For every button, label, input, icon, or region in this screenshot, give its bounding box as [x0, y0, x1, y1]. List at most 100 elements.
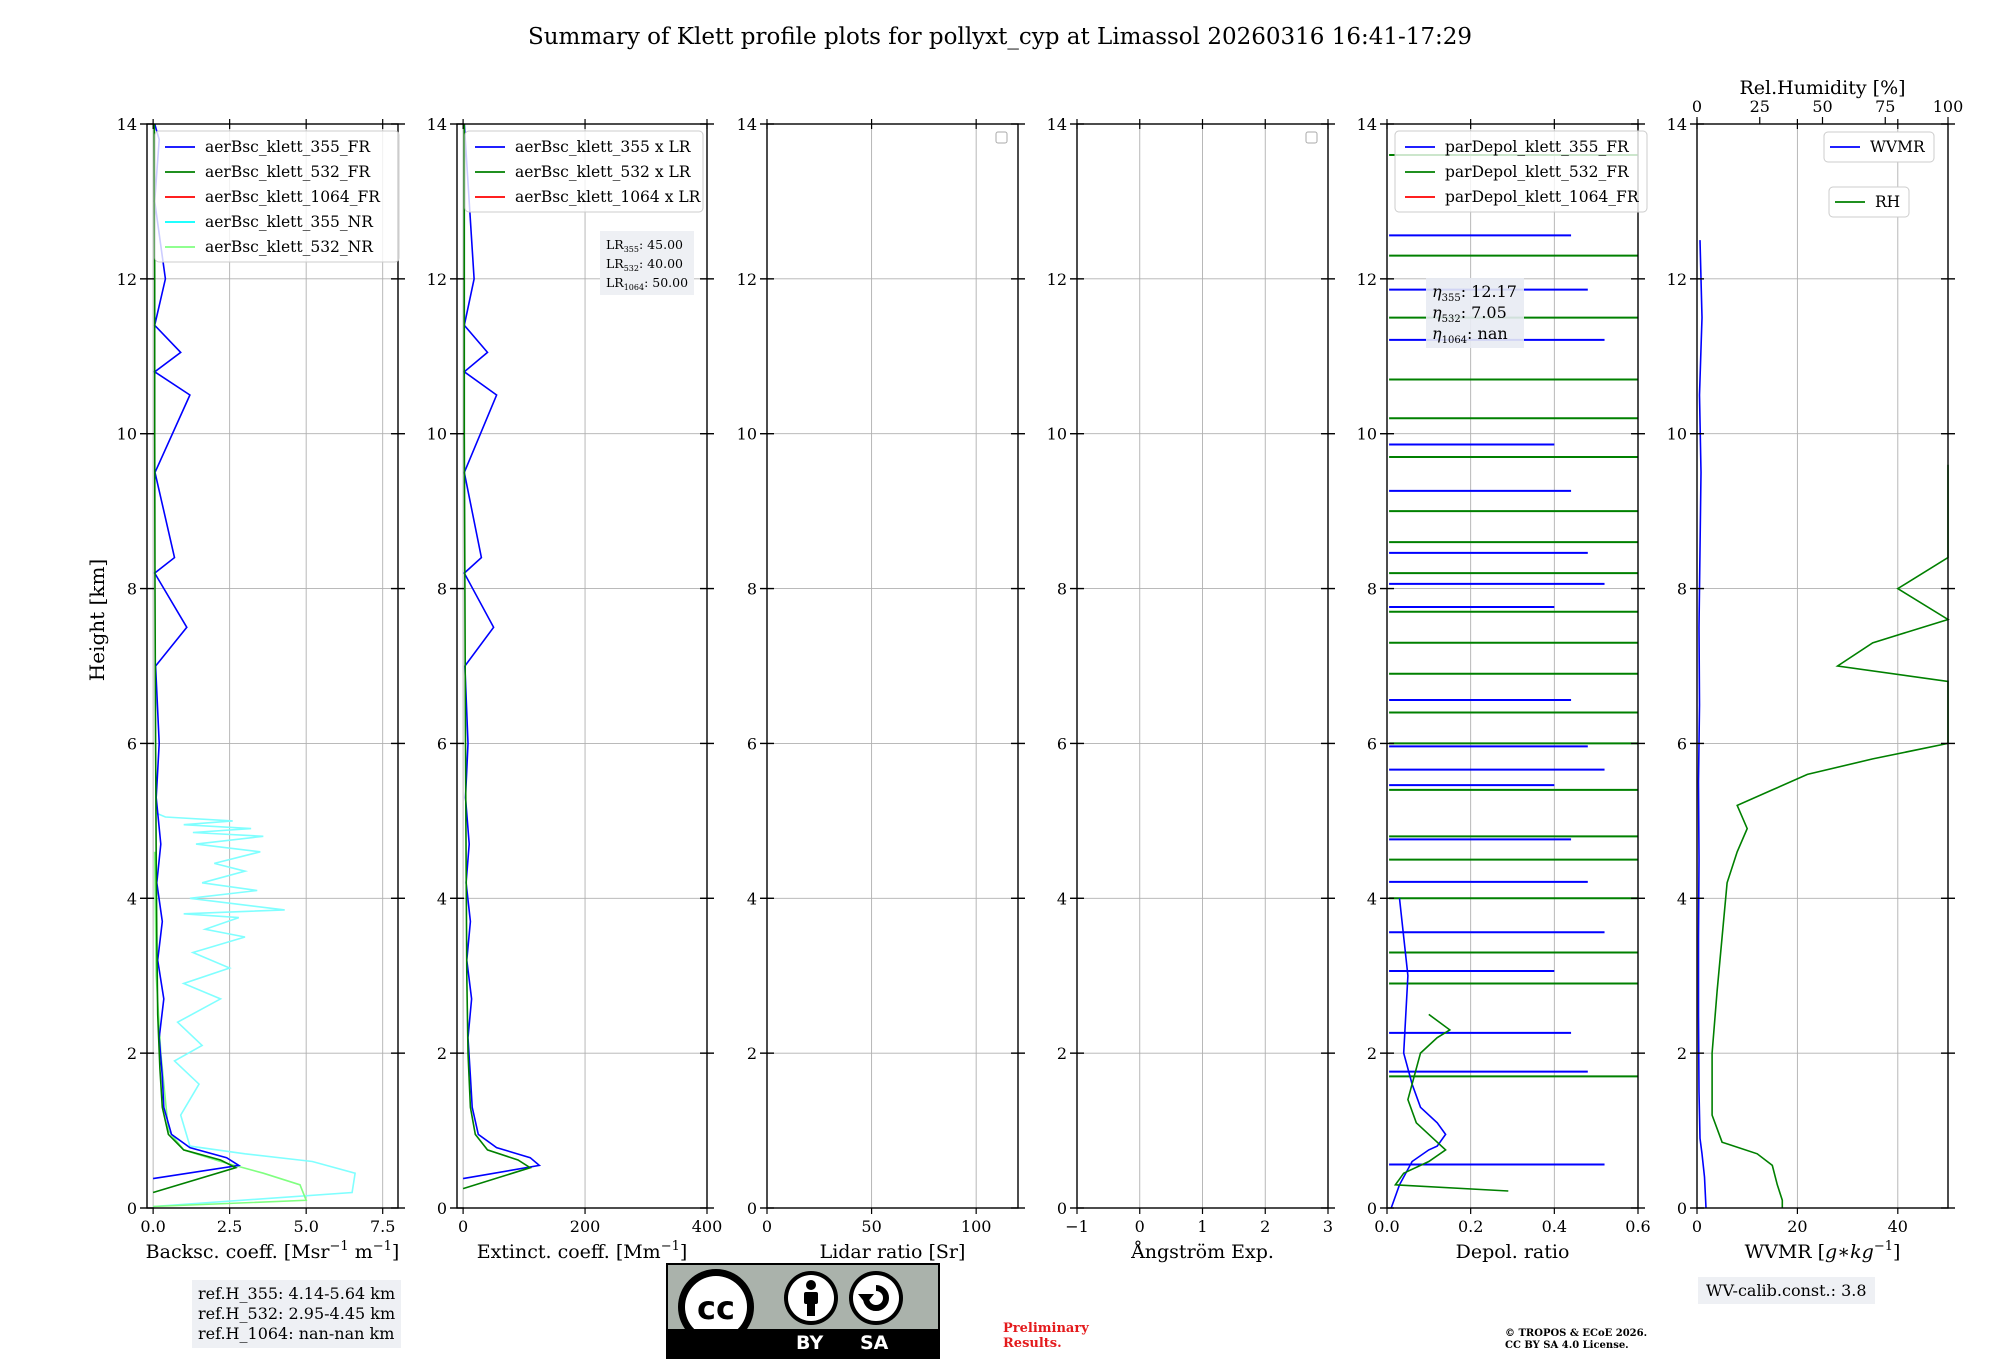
figure-title: Summary of Klett profile plots for polly…	[528, 24, 1472, 50]
lr-subscript: 1064	[624, 283, 644, 292]
rh-tick-label: 50	[1812, 97, 1832, 116]
y-tick-label: 8	[1677, 580, 1687, 599]
legend-box	[1394, 130, 1648, 213]
y-tick-label: 2	[747, 1044, 757, 1063]
x-tick-label: 0	[762, 1217, 772, 1236]
y-tick-label: 10	[1357, 425, 1377, 444]
rh-tick-label: 25	[1750, 97, 1770, 116]
eta-value: : 12.17	[1461, 282, 1517, 301]
y-tick-label: 2	[127, 1044, 137, 1063]
x-tick-label: 0.2	[1458, 1217, 1483, 1236]
eta-symbol: η	[1432, 282, 1442, 301]
x-axis-label-part: WVMR [	[1745, 1241, 1825, 1263]
y-tick-label: 0	[747, 1199, 757, 1218]
y-tick-label: 8	[127, 580, 137, 599]
wv-calibration-box: WV-calib.const.: 3.8	[1698, 1277, 1875, 1304]
x-tick-label: 400	[692, 1217, 723, 1236]
x-axis-label: WVMR [g∗kg−1]	[1745, 1239, 1901, 1263]
y-tick-label: 8	[1367, 580, 1377, 599]
y-tick-label: 14	[1357, 115, 1377, 134]
x-tick-label: 5.0	[293, 1217, 318, 1236]
eta-symbol: η	[1432, 324, 1442, 343]
y-tick-label: 2	[1367, 1044, 1377, 1063]
legend-entry: aerBsc_klett_532_FR	[205, 163, 371, 181]
legend-box	[154, 130, 400, 263]
y-tick-label: 12	[1667, 270, 1687, 289]
y-tick-label: 4	[1367, 889, 1377, 908]
lr-subscript: 532	[624, 264, 639, 273]
x-axis-label: Lidar ratio [Sr]	[820, 1241, 966, 1263]
x-tick-label: 0.6	[1625, 1217, 1650, 1236]
x-tick-label: 3	[1323, 1217, 1333, 1236]
x-axis-label-part: g∗kg	[1825, 1241, 1874, 1263]
y-tick-label: 2	[1677, 1044, 1687, 1063]
legend-box	[1823, 131, 1935, 163]
x-tick-label: 100	[961, 1217, 992, 1236]
cc-logo-text: cc	[697, 1289, 735, 1327]
eta-entry: η1064: nan	[1432, 324, 1508, 346]
y-tick-label: 8	[747, 580, 757, 599]
y-tick-label: 14	[117, 115, 137, 134]
axes-frame	[1386, 123, 1639, 1209]
legend-entry: aerBsc_klett_355_FR	[205, 138, 371, 156]
series-line-aerBsc_klett_355_NR	[153, 812, 357, 1208]
axes-frame	[146, 123, 399, 1209]
x-tick-label: 40	[1888, 1217, 1908, 1236]
y-tick-label: 4	[1677, 889, 1687, 908]
x-tick-label: 0.0	[1374, 1217, 1399, 1236]
ref-height-532: ref.H_532: 2.95-4.45 km	[198, 1304, 396, 1323]
series-line-aerBsc_klett_355 x LR	[462, 123, 542, 1180]
y-tick-label: 14	[427, 115, 447, 134]
x-axis-label: Extinct. coeff. [Mm−1]	[477, 1239, 688, 1263]
series-line-parDepol_klett_532_FR	[1393, 1013, 1509, 1192]
y-tick-label: 8	[1057, 580, 1067, 599]
y-tick-label: 4	[1057, 889, 1067, 908]
series-line-aerBsc_klett_532_FR	[152, 123, 238, 1194]
lr-value: : 45.00	[639, 237, 683, 252]
y-tick-label: 12	[737, 270, 757, 289]
y-tick-label: 4	[127, 889, 137, 908]
y-tick-label: 12	[1357, 270, 1377, 289]
lr-value: : 50.00	[644, 275, 688, 290]
legend-entry: aerBsc_klett_1064 x LR	[515, 188, 702, 206]
legend-entry: WVMR	[1870, 138, 1926, 156]
legend-entry: parDepol_klett_532_FR	[1445, 163, 1630, 181]
x-tick-label: 50	[861, 1217, 881, 1236]
x-tick-label: 0	[1135, 1217, 1145, 1236]
cc-license-badge[interactable]: cc BY SA	[666, 1263, 940, 1359]
cc-by-label: BY	[796, 1332, 824, 1354]
rh-tick-label: 0	[1692, 97, 1702, 116]
x-tick-label: 2	[1260, 1217, 1270, 1236]
empty-legend-box	[1305, 131, 1318, 144]
y-tick-label: 6	[1367, 734, 1377, 753]
y-tick-label: 6	[1677, 734, 1687, 753]
x-tick-label: 0	[1692, 1217, 1702, 1236]
ref-height-1064: ref.H_1064: nan-nan km	[198, 1324, 395, 1343]
lr-prefix: LR	[606, 237, 624, 252]
x-tick-label: 2.5	[217, 1217, 242, 1236]
y-tick-label: 0	[127, 1199, 137, 1218]
x-axis-label-part: m	[349, 1241, 373, 1263]
x-axis-label-part: Backsc. coeff. [Msr	[146, 1241, 331, 1263]
x-tick-label: 0	[458, 1217, 468, 1236]
y-tick-label: 2	[437, 1044, 447, 1063]
legend-entry: aerBsc_klett_532 x LR	[515, 163, 692, 181]
y-tick-label: 6	[1057, 734, 1067, 753]
x-axis-label-part: ]	[392, 1241, 399, 1263]
y-tick-label: 6	[437, 734, 447, 753]
y-tick-label: 10	[737, 425, 757, 444]
legend-entry: parDepol_klett_355_FR	[1445, 138, 1630, 156]
legend-box	[464, 130, 704, 213]
lr-prefix: LR	[606, 275, 624, 290]
eta-entry: η355: 12.17	[1432, 282, 1517, 304]
legend-entry: aerBsc_klett_1064_FR	[205, 188, 381, 206]
x-axis-label-part: −1	[330, 1239, 349, 1254]
lidar-ratio-entry: LR1064: 50.00	[606, 275, 688, 292]
y-tick-label: 0	[437, 1199, 447, 1218]
y-tick-label: 14	[1667, 115, 1687, 134]
preliminary-results-label: Preliminary Results.	[1003, 1321, 1089, 1351]
y-axis-label: Height [km]	[85, 559, 109, 681]
x-tick-label: 0.4	[1542, 1217, 1567, 1236]
